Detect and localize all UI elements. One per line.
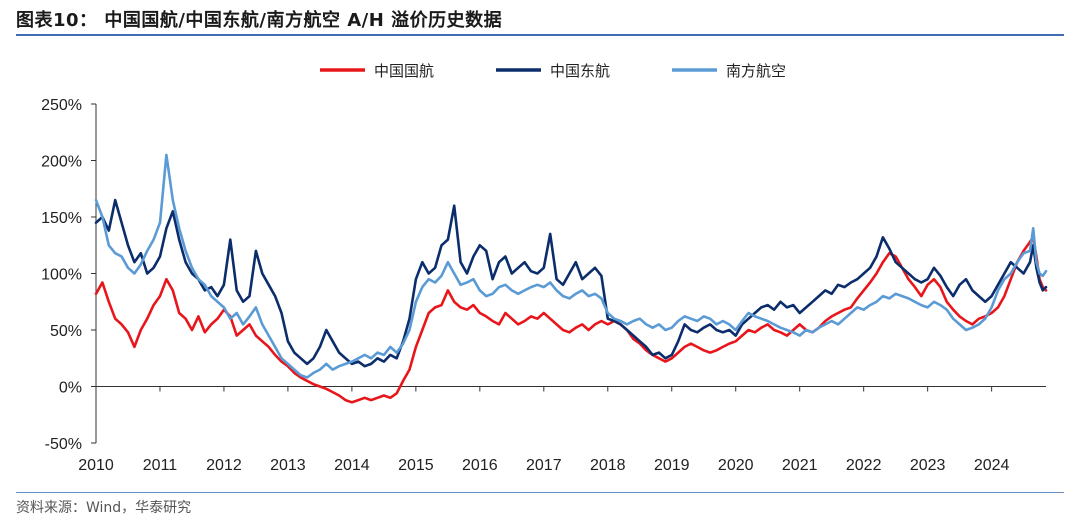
- x-tick-label: 2012: [206, 457, 242, 474]
- legend-label-2: 中国东航: [550, 62, 610, 80]
- series-line-3: [94, 153, 1048, 379]
- page-title: 图表10： 中国国航/中国东航/南方航空 A/H 溢价历史数据: [16, 10, 503, 31]
- series-line-1: [94, 236, 1048, 404]
- series-line-2: [94, 198, 1048, 368]
- y-tick-label: 250%: [41, 97, 82, 114]
- legend-label-3: 南方航空: [726, 62, 786, 80]
- source-note: 资料来源：Wind，华泰研究: [16, 500, 192, 516]
- x-axis: 2010 2011 2012 2013 2014 2015 2016 2017 2018 2019…: [78, 386, 1046, 474]
- y-tick-label: 200%: [41, 154, 82, 171]
- x-tick-label: 2018: [590, 457, 626, 474]
- x-tick-label: 2010: [78, 457, 114, 474]
- legend-label-1: 中国国航: [374, 62, 434, 80]
- y-tick-label: -50%: [45, 436, 82, 453]
- y-axis: -50% 0% 50% 100% 150% 200% 250%: [41, 97, 97, 453]
- x-tick-label: 2024: [974, 457, 1010, 474]
- x-tick-label: 2023: [910, 457, 946, 474]
- x-tick-label: 2017: [526, 457, 562, 474]
- x-tick-label: 2014: [334, 457, 370, 474]
- x-tick-label: 2022: [846, 457, 882, 474]
- x-tick-label: 2015: [398, 457, 434, 474]
- y-tick-label: 50%: [50, 323, 82, 340]
- x-tick-label: 2021: [782, 457, 818, 474]
- x-tick-label: 2016: [462, 457, 498, 474]
- title-divider: [16, 34, 1064, 36]
- chart-legend: 中国国航 中国东航 南方航空: [320, 62, 786, 80]
- plot-area: [94, 153, 1048, 404]
- premium-line-chart: 中国国航 中国东航 南方航空 -50% 0% 50% 100% 150% 200% 250% 2…: [41, 62, 1048, 474]
- y-tick-label: 150%: [41, 210, 82, 227]
- x-tick-label: 2011: [143, 457, 178, 474]
- footer-divider: [16, 492, 1064, 493]
- y-tick-label: 100%: [41, 267, 82, 284]
- x-tick-label: 2019: [654, 457, 690, 474]
- y-tick-label: 0%: [59, 380, 82, 397]
- x-tick-label: 2020: [718, 457, 754, 474]
- x-tick-label: 2013: [270, 457, 306, 474]
